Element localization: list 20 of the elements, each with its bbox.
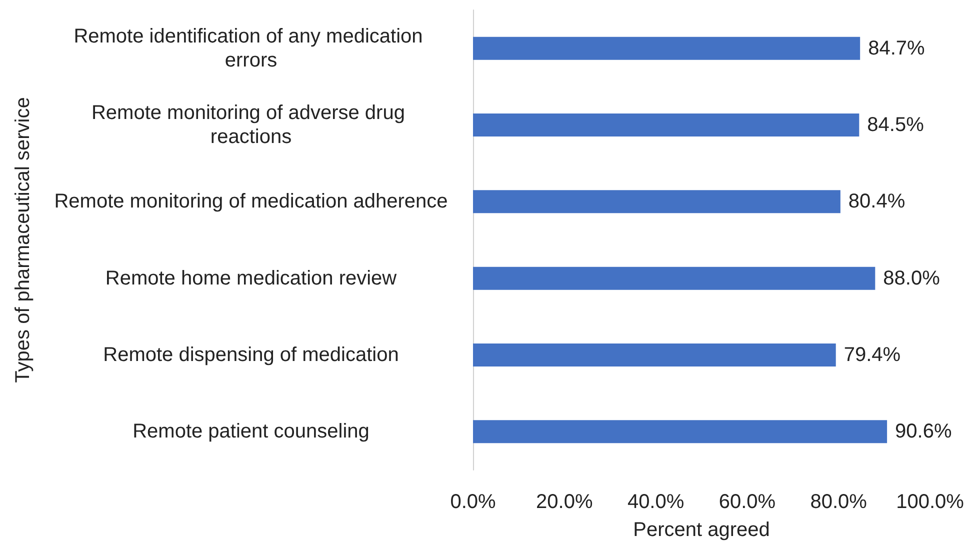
data-label: 90.6% xyxy=(895,420,952,443)
x-tick-label: 20.0% xyxy=(536,491,593,513)
x-tick-label: 80.0% xyxy=(810,491,868,513)
y-tick-label: Remote monitoring of medication adherence xyxy=(54,190,448,213)
x-tick-label: 0.0% xyxy=(450,491,496,513)
y-tick-label: Remote home medication review xyxy=(105,267,398,290)
y-tick-label: Remote dispensing of medication xyxy=(103,344,399,366)
x-axis-title: Percent agreed xyxy=(633,519,770,541)
x-tick-label: 60.0% xyxy=(718,491,776,513)
y-tick-label: Remote monitoring of adverse drug reactions xyxy=(91,102,411,148)
data-label: 84.5% xyxy=(867,114,924,136)
data-label: 84.7% xyxy=(868,37,926,60)
y-tick-label: Remote identification of any medication errors xyxy=(74,25,428,72)
y-axis-title: Types of pharmaceutical service xyxy=(12,97,34,383)
data-label: 88.0% xyxy=(883,267,940,290)
x-tick-label: 100.0% xyxy=(896,491,964,513)
y-tick-label: Remote patient counseling xyxy=(132,420,370,443)
x-tick-label: 40.0% xyxy=(627,491,684,513)
data-label: 79.4% xyxy=(844,344,901,366)
data-label: 80.4% xyxy=(848,190,906,213)
